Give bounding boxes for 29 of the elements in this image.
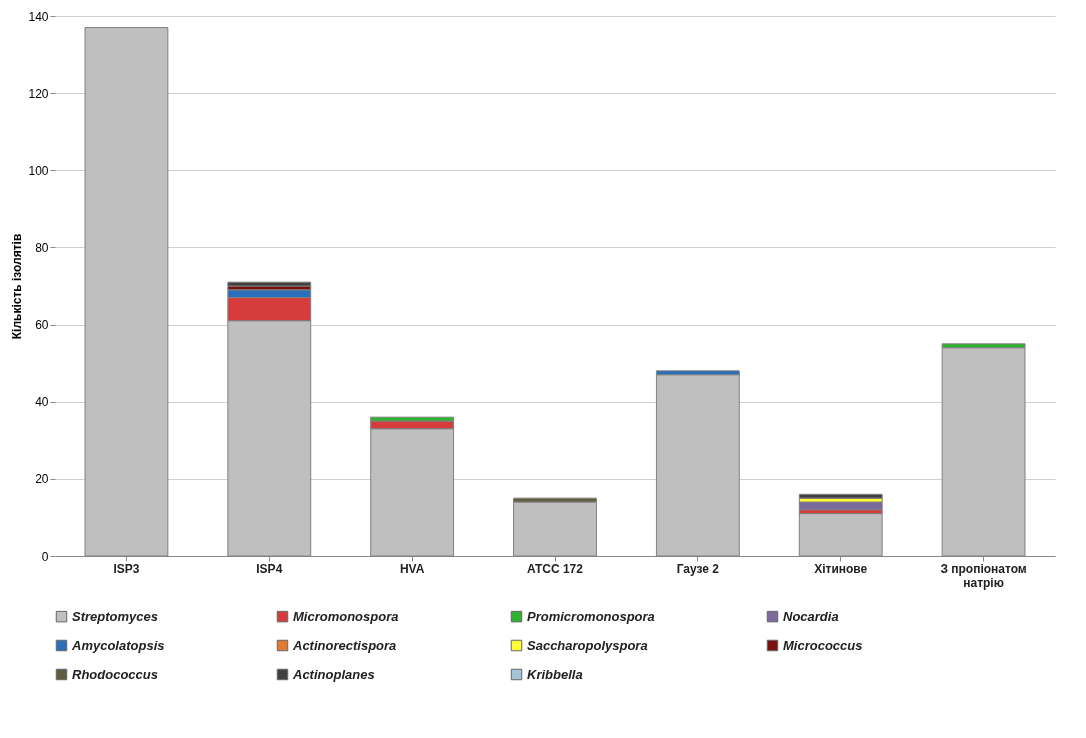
y-tick-label: 40 [35,395,49,410]
y-tick-label: 60 [35,318,49,333]
bar [227,281,312,287]
legend-label: Micrococcus [783,637,863,653]
x-tick-label: Хітинове [814,561,868,576]
y-axis-title: Кількість ізолятів [10,233,25,340]
x-tick-label: ISP4 [256,561,283,576]
x-tick-label: ATCC 172 [527,561,584,576]
y-tick-label: 120 [28,86,49,101]
bar [798,493,883,499]
x-tick-label: Гаузе 2 [676,561,720,576]
legend-label: Saccharopolyspora [527,637,648,653]
legend-label: Promicromonospora [527,608,655,624]
x-tick-label: ISP3 [113,561,140,576]
y-tick-label: 80 [35,240,49,255]
y-tick-label: 20 [35,472,49,487]
x-tick-label: З пропіонатом натрію [940,561,1027,590]
legend-label: Rhodococcus [72,666,158,682]
y-tick-label: 0 [41,549,49,564]
y-tick-label: 140 [28,9,49,24]
legend-label: Nocardia [783,608,839,624]
legend-label: Kribbella [527,666,583,682]
legend-label: Actinorectispora [292,637,397,653]
legend-label: Actinoplanes [292,666,375,682]
y-tick-label: 100 [28,163,49,178]
x-tick-label: HVA [399,561,425,576]
legend-label: Amycolatopsis [71,637,165,653]
legend-label: Micromonospora [293,608,399,624]
legend-label: Streptomyces [72,608,158,624]
